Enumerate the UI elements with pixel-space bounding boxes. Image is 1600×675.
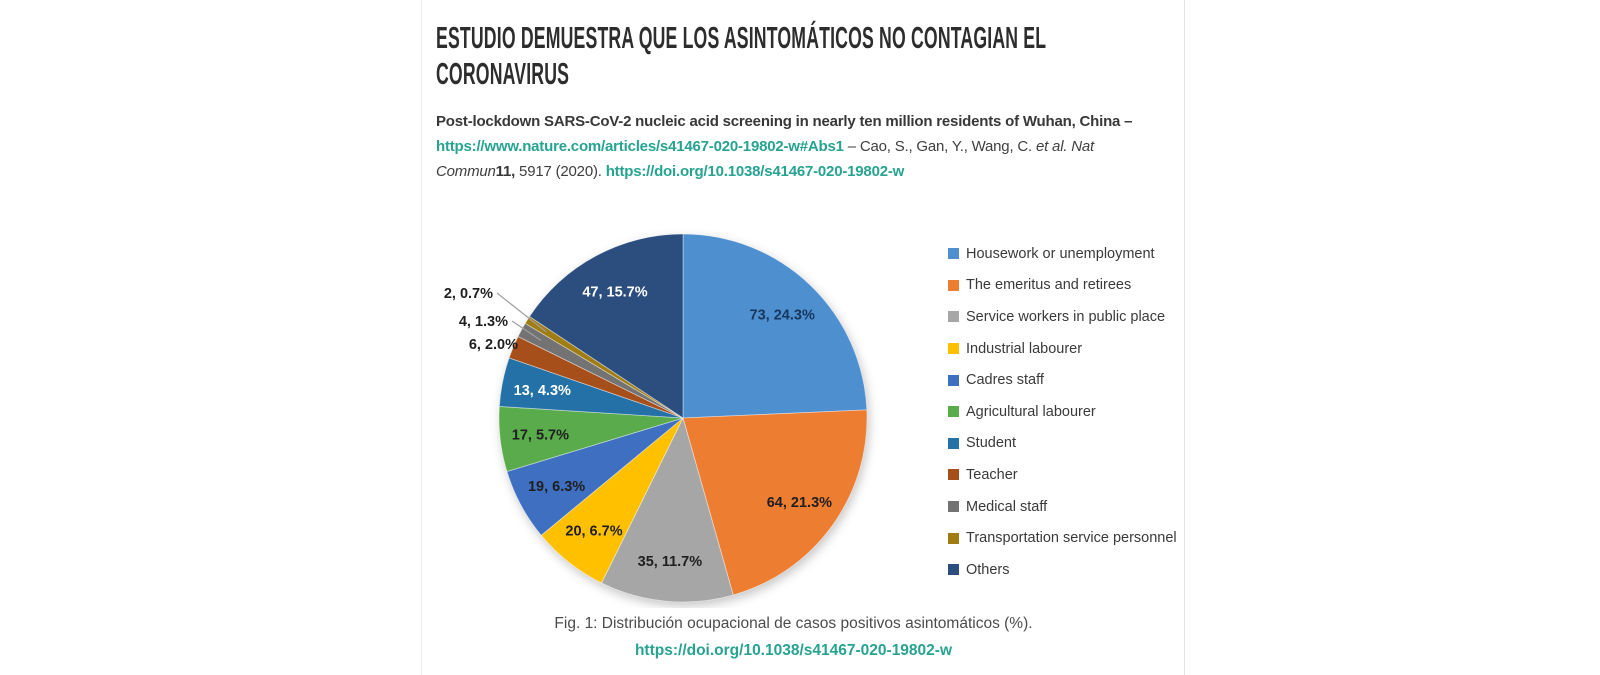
citation-pages: 5917 (2020). bbox=[515, 163, 606, 180]
pie-leader-line-8 bbox=[511, 320, 542, 341]
pie-data-label-9: 2, 0.7% bbox=[444, 286, 493, 302]
article-title: ESTUDIO DEMUESTRA QUE LOS ASINTOMÁTICOS … bbox=[436, 20, 1047, 92]
legend-item-5: Agricultural labourer bbox=[948, 396, 1177, 428]
pie-slices bbox=[498, 233, 868, 603]
legend-swatch-icon bbox=[948, 406, 959, 418]
pie-data-label-2: 35, 11.7% bbox=[638, 554, 703, 570]
chart-row: 73, 24.3% 64, 21.3% 35, 11.7% 20, 6.7% 19, 6… bbox=[436, 228, 1177, 608]
legend-item-10: Others bbox=[948, 554, 1177, 586]
pie-slice-1 bbox=[682, 409, 868, 596]
legend-item-9: Transportation service personnel bbox=[948, 522, 1177, 554]
pie-slice-2 bbox=[600, 416, 734, 603]
legend-swatch-icon bbox=[948, 343, 959, 355]
legend-label: Teacher bbox=[966, 466, 1018, 483]
legend-swatch-icon bbox=[948, 564, 959, 576]
legend-swatch-icon bbox=[948, 501, 959, 513]
pie-labels: 73, 24.3% 64, 21.3% 35, 11.7% 20, 6.7% 19, 6… bbox=[444, 285, 832, 570]
pie-data-label-3: 20, 6.7% bbox=[565, 524, 622, 540]
legend-swatch-icon bbox=[948, 437, 959, 449]
citation-study-title: Post-lockdown SARS-CoV-2 nucleic acid sc… bbox=[436, 113, 1133, 130]
pie-leader-line-9 bbox=[496, 292, 547, 333]
citation-doi-link[interactable]: https://doi.org/10.1038/s41467-020-19802… bbox=[605, 163, 905, 180]
legend-swatch-icon bbox=[948, 279, 959, 291]
citation-paragraph: Post-lockdown SARS-CoV-2 nucleic acid sc… bbox=[436, 109, 1160, 184]
figure-caption: Fig. 1: Distribución ocupacional de caso… bbox=[554, 615, 1033, 632]
legend-label: Medical staff bbox=[966, 498, 1048, 515]
nature-article-link[interactable]: https://www.nature.com/articles/s41467-0… bbox=[436, 138, 844, 155]
pie-slice-10 bbox=[528, 233, 684, 419]
legend-swatch-icon bbox=[948, 469, 959, 481]
legend-label: The emeritus and retirees bbox=[966, 277, 1132, 294]
legend-item-8: Medical staff bbox=[948, 491, 1177, 523]
legend-item-7: Teacher bbox=[948, 459, 1177, 491]
pie-data-label-5: 17, 5.7% bbox=[512, 428, 569, 444]
chart-legend: Housework or unemployment The emeritus an… bbox=[941, 238, 1177, 586]
figure: 73, 24.3% 64, 21.3% 35, 11.7% 20, 6.7% 19, 6… bbox=[436, 228, 1177, 660]
figure-doi-link[interactable]: https://doi.org/10.1038/s41467-020-19802… bbox=[634, 642, 953, 659]
citation-volume: 11, bbox=[495, 163, 516, 180]
legend-swatch-icon bbox=[948, 374, 959, 386]
pie-data-label-7: 6, 2.0% bbox=[469, 337, 518, 353]
article-column: ESTUDIO DEMUESTRA QUE LOS ASINTOMÁTICOS … bbox=[421, 0, 1185, 675]
pie-data-label-10: 47, 15.7% bbox=[582, 285, 647, 301]
legend-item-3: Industrial labourer bbox=[948, 333, 1177, 365]
legend-item-6: Student bbox=[948, 428, 1177, 460]
pie-data-label-4: 19, 6.3% bbox=[528, 479, 585, 495]
pie-data-label-8: 4, 1.3% bbox=[459, 314, 508, 330]
legend-label: Others bbox=[966, 561, 1010, 578]
legend-swatch-icon bbox=[948, 248, 959, 260]
legend-item-4: Cadres staff bbox=[948, 364, 1177, 396]
article-title-line2: CORONAVIRUS bbox=[436, 56, 570, 91]
legend-label: Housework or unemployment bbox=[966, 245, 1155, 262]
pie-data-label-1: 64, 21.3% bbox=[767, 495, 832, 511]
legend-label: Student bbox=[966, 435, 1016, 452]
figure-caption-block: Fig. 1: Distribución ocupacional de caso… bbox=[436, 613, 1151, 660]
legend-item-0: Housework or unemployment bbox=[948, 238, 1177, 270]
article-title-line1: ESTUDIO DEMUESTRA QUE LOS ASINTOMÁTICOS … bbox=[436, 20, 1047, 55]
pie-data-label-6: 13, 4.3% bbox=[514, 383, 571, 399]
legend-swatch-icon bbox=[948, 532, 959, 544]
legend-label: Agricultural labourer bbox=[966, 403, 1096, 420]
legend-item-2: Service workers in public place bbox=[948, 301, 1177, 333]
legend-label: Industrial labourer bbox=[966, 340, 1083, 357]
citation-journal: et al. Nat Commun bbox=[436, 138, 1094, 180]
legend-item-1: The emeritus and retirees bbox=[948, 270, 1177, 302]
pie-slice-0 bbox=[682, 233, 868, 419]
legend-label: Service workers in public place bbox=[966, 308, 1166, 325]
legend-label: Cadres staff bbox=[966, 372, 1044, 389]
legend-label: Transportation service personnel bbox=[966, 530, 1177, 547]
legend-swatch-icon bbox=[948, 311, 959, 323]
pie-chart: 73, 24.3% 64, 21.3% 35, 11.7% 20, 6.7% 19, 6… bbox=[444, 233, 868, 603]
pie-data-label-0: 73, 24.3% bbox=[750, 307, 815, 323]
citation-authors: – Cao, S., Gan, Y., Wang, C. bbox=[843, 138, 1036, 155]
